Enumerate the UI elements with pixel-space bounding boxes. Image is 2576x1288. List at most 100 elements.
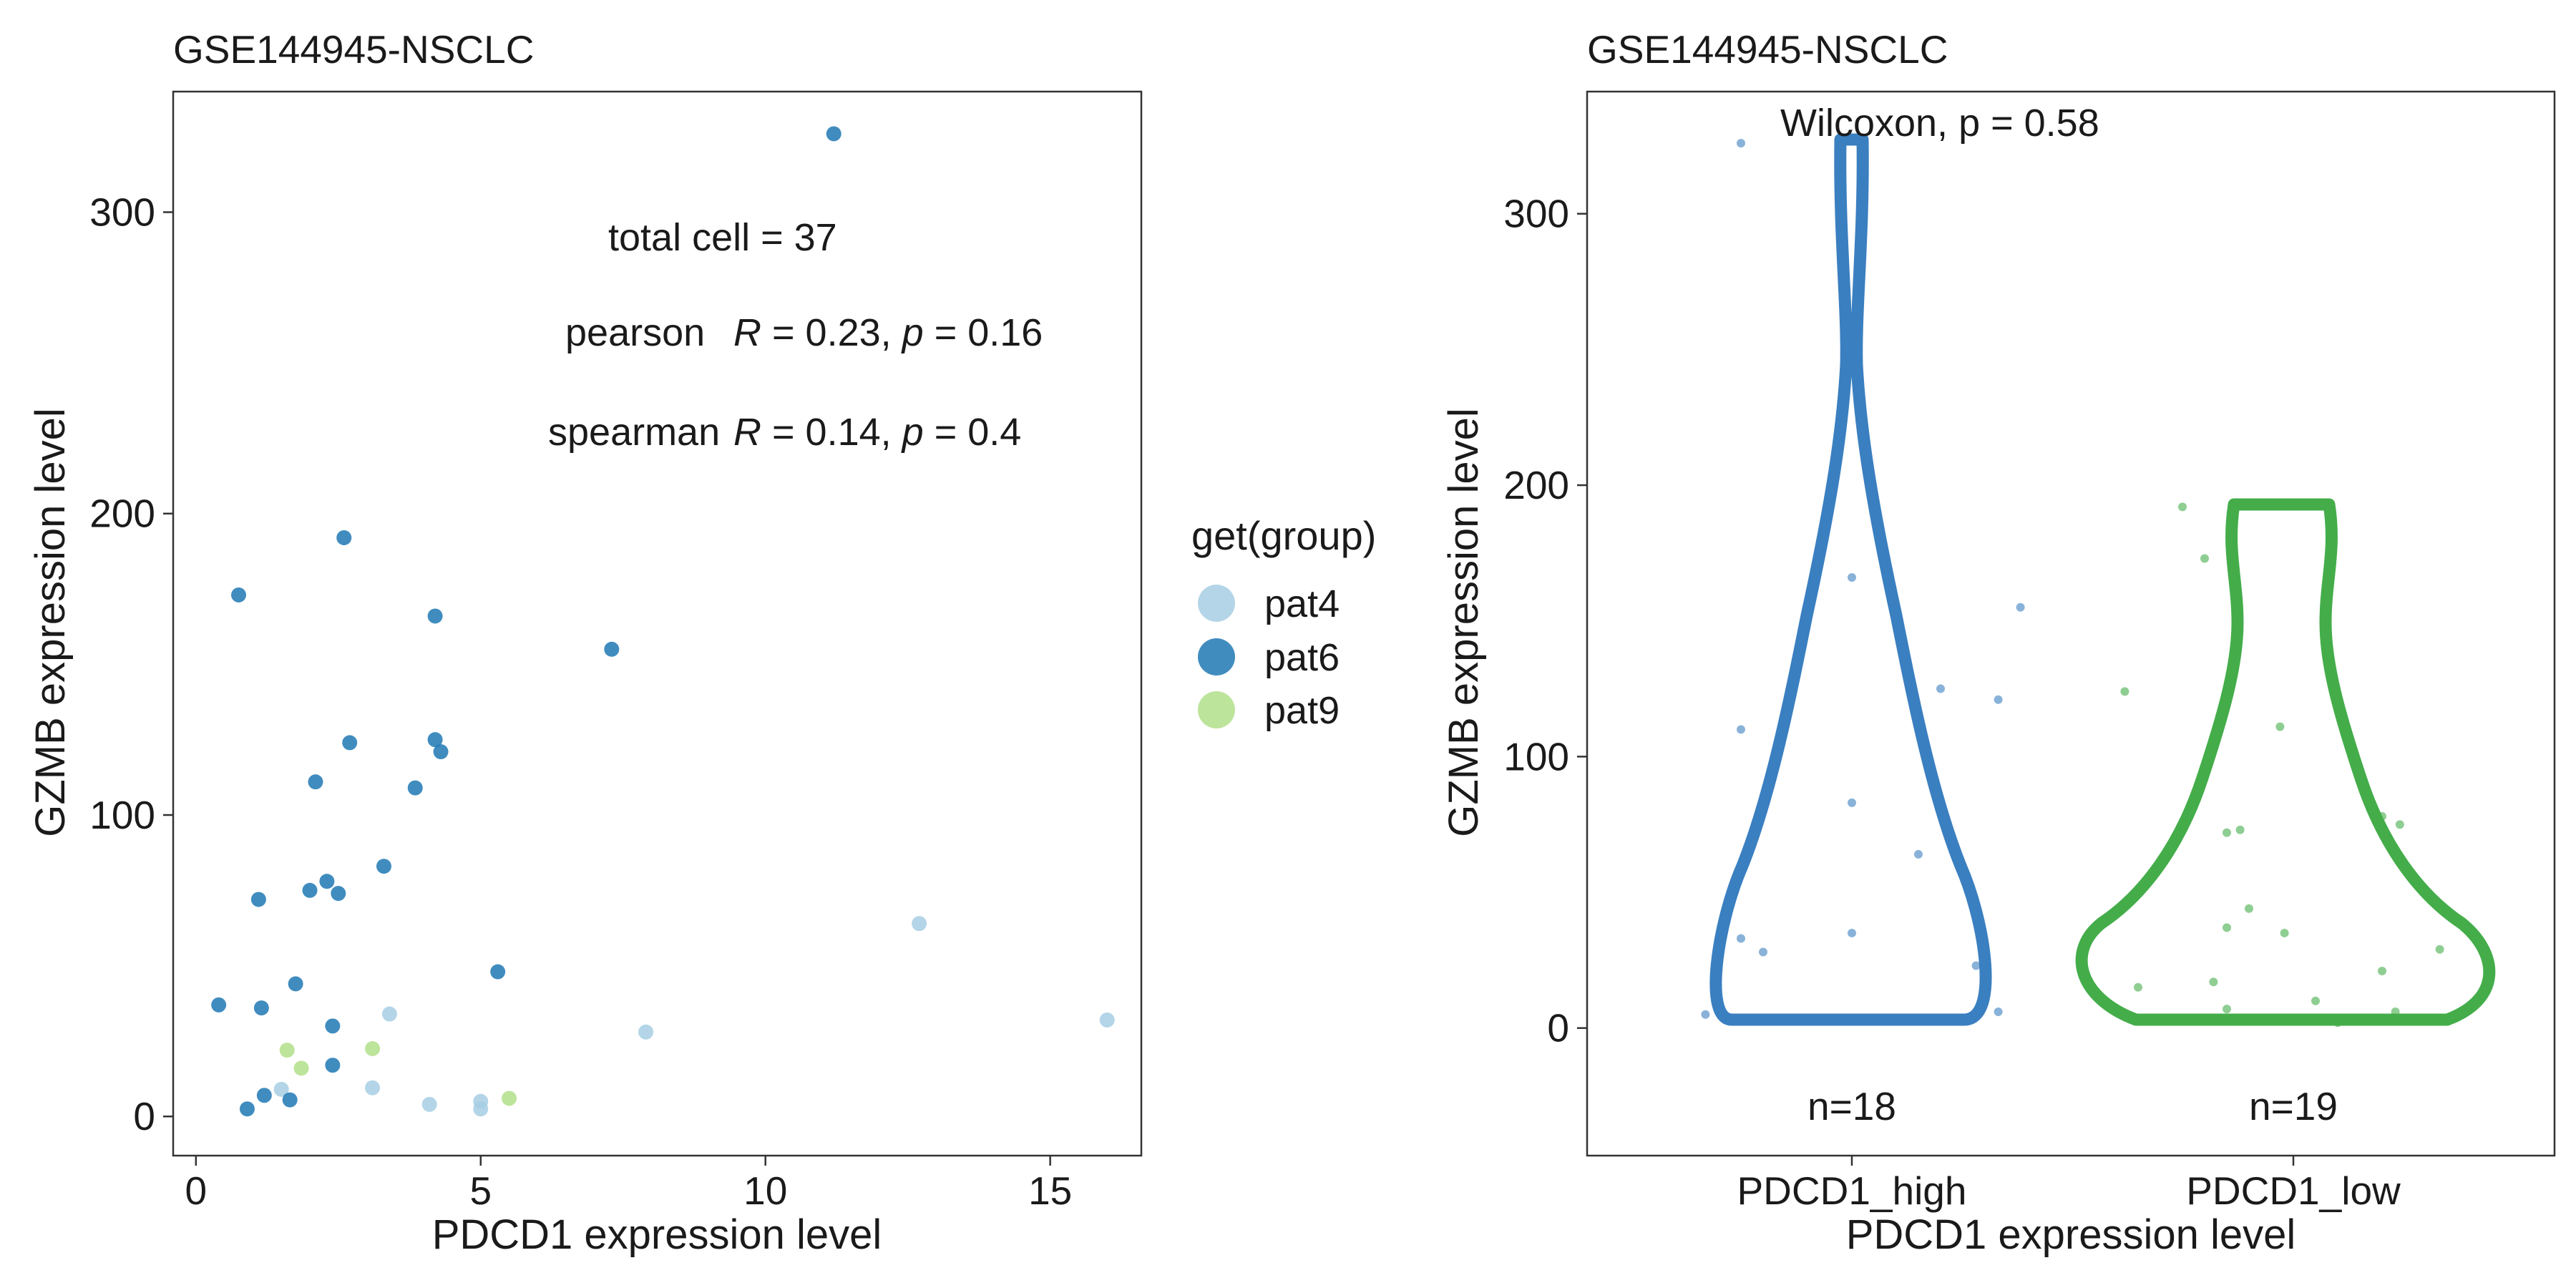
scatter-point-pat4	[912, 916, 927, 932]
violin-jitter-point-PDCD1_high	[1848, 573, 1856, 582]
scatter-point-pat9	[279, 1043, 295, 1058]
scatter-point-pat6	[427, 608, 443, 624]
violin-x-tick-label: PDCD1_low	[2186, 1169, 2401, 1213]
violin-y-tick-label: 300	[1503, 192, 1569, 236]
violin-y-tick-label: 200	[1503, 463, 1569, 507]
scatter-plot-frame	[172, 90, 1143, 1157]
scatter-x-tick-label: 0	[185, 1169, 208, 1213]
scatter-point-pat9	[502, 1091, 517, 1106]
violin-x-axis-title: PDCD1 expression level	[1846, 1211, 2296, 1258]
scatter-point-pat4	[638, 1024, 654, 1040]
legend-label-pat9: pat9	[1264, 689, 1340, 732]
violin-plot-frame	[1586, 90, 2556, 1157]
violin-jitter-point-PDCD1_low	[2311, 996, 2320, 1005]
scatter-point-pat6	[302, 882, 318, 898]
violin-jitter-point-PDCD1_high	[1914, 849, 1923, 859]
violin-jitter-point-PDCD1_low	[2245, 904, 2253, 913]
violin-jitter-point-PDCD1_low	[2235, 825, 2245, 834]
spearman-p-symbol: p	[901, 411, 924, 454]
violin-title: GSE144945-NSCLC	[1587, 27, 1948, 72]
violin-jitter-point-PDCD1_low	[2134, 982, 2142, 992]
violin-jitter-points	[1701, 139, 2444, 1028]
violin-jitter-point-PDCD1_low	[2378, 967, 2386, 976]
scatter-point-pat6	[256, 1088, 272, 1103]
violin-jitter-point-PDCD1_low	[2200, 554, 2209, 563]
scatter-point-pat6	[282, 1092, 298, 1108]
legend-swatch-pat6	[1198, 638, 1235, 675]
scatter-point-pat6	[604, 641, 620, 657]
violin-jitter-point-PDCD1_low	[2120, 687, 2129, 696]
scatter-point-pat6	[239, 1101, 255, 1117]
violin-y-tick-label: 100	[1503, 734, 1569, 779]
spearman-label: spearman	[548, 411, 720, 454]
scatter-y-tick-label: 100	[89, 793, 155, 837]
violin-x-tick-label: PDCD1_high	[1737, 1169, 1966, 1213]
scatter-x-tick-label: 15	[1028, 1169, 1072, 1213]
pearson-r-value: = 0.23,	[761, 311, 902, 354]
scatter-points	[211, 126, 1115, 1117]
scatter-x-axis-title: PDCD1 expression level	[432, 1211, 882, 1258]
spearman-r-symbol: R	[733, 411, 761, 454]
legend: get(group) pat4 pat6 pat9	[1191, 513, 1376, 732]
scatter-point-pat6	[325, 1058, 341, 1073]
violin-jitter-point-PDCD1_high	[2016, 602, 2025, 612]
scatter-point-pat6	[253, 1000, 269, 1016]
scatter-point-pat6	[376, 859, 391, 874]
scatter-point-pat4	[365, 1080, 381, 1096]
scatter-point-pat6	[433, 744, 449, 760]
violin-jitter-point-PDCD1_low	[2280, 928, 2289, 937]
legend-swatch-pat9	[1198, 691, 1235, 728]
pearson-p-symbol: p	[901, 311, 924, 354]
scatter-point-pat6	[288, 976, 303, 992]
scatter-point-pat9	[293, 1060, 309, 1076]
scatter-point-pat9	[365, 1040, 381, 1056]
scatter-point-pat6	[250, 892, 266, 907]
spearman-p-value: = 0.4	[924, 411, 1022, 454]
scatter-title: GSE144945-NSCLC	[173, 27, 534, 72]
violin-jitter-point-PDCD1_low	[2333, 1018, 2342, 1028]
violin-jitter-point-PDCD1_high	[1994, 1007, 2003, 1016]
scatter-point-pat4	[1099, 1012, 1115, 1028]
scatter-y-tick-label: 300	[89, 190, 155, 234]
scatter-panel: GSE144945-NSCLC 0 5 10 15 0 100 200 300 total c…	[27, 27, 1143, 1258]
scatter-x-tick-label: 10	[743, 1169, 787, 1213]
n-label-pdcd1-high: n=18	[1807, 1084, 1896, 1128]
violin-y-tick-label: 0	[1547, 1006, 1569, 1050]
scatter-point-pat6	[211, 997, 227, 1013]
violin-y-axis-title: GZMB expression level	[1440, 408, 1487, 837]
scatter-x-tick-label: 5	[469, 1169, 492, 1213]
violin-jitter-point-PDCD1_low	[2275, 722, 2285, 731]
scatter-point-pat4	[473, 1101, 489, 1117]
legend-title: get(group)	[1191, 513, 1376, 558]
spearman-r-value: = 0.14,	[761, 411, 902, 454]
scatter-point-pat6	[331, 886, 346, 902]
scatter-y-axis-title: GZMB expression level	[27, 408, 74, 837]
pearson-label: pearson	[565, 311, 705, 354]
legend-swatch-pat4	[1198, 585, 1235, 622]
scatter-point-pat6	[407, 780, 423, 796]
violin-jitter-point-PDCD1_high	[1737, 139, 1745, 148]
scatter-point-pat6	[336, 530, 352, 545]
violin-jitter-point-PDCD1_high	[1737, 934, 1745, 943]
violin-jitter-point-PDCD1_low	[2209, 977, 2218, 987]
pearson-p-value: = 0.16	[924, 311, 1043, 354]
pearson-r-symbol: R	[733, 311, 761, 354]
violin-jitter-point-PDCD1_low	[2178, 502, 2187, 512]
violin-pdcd1-high	[1709, 133, 1992, 1026]
violin-jitter-point-PDCD1_high	[1936, 684, 1945, 693]
scatter-point-pat6	[231, 587, 247, 602]
violin-jitter-point-PDCD1_low	[2391, 1007, 2400, 1016]
violin-jitter-point-PDCD1_low	[2435, 945, 2444, 954]
scatter-y-tick-label: 200	[89, 492, 155, 536]
violin-jitter-point-PDCD1_low	[2223, 923, 2231, 932]
violin-jitter-point-PDCD1_high	[1737, 725, 1745, 734]
scatter-point-pat4	[421, 1096, 437, 1112]
violin-jitter-point-PDCD1_high	[1714, 1007, 1723, 1016]
pearson-annotation: pearson R = 0.23, p = 0.16	[565, 311, 1043, 354]
scatter-point-pat6	[490, 964, 506, 980]
scatter-point-pat6	[325, 1018, 341, 1034]
violin-jitter-point-PDCD1_high	[1701, 1010, 1710, 1019]
violin-pdcd1-low	[2075, 498, 2496, 1026]
